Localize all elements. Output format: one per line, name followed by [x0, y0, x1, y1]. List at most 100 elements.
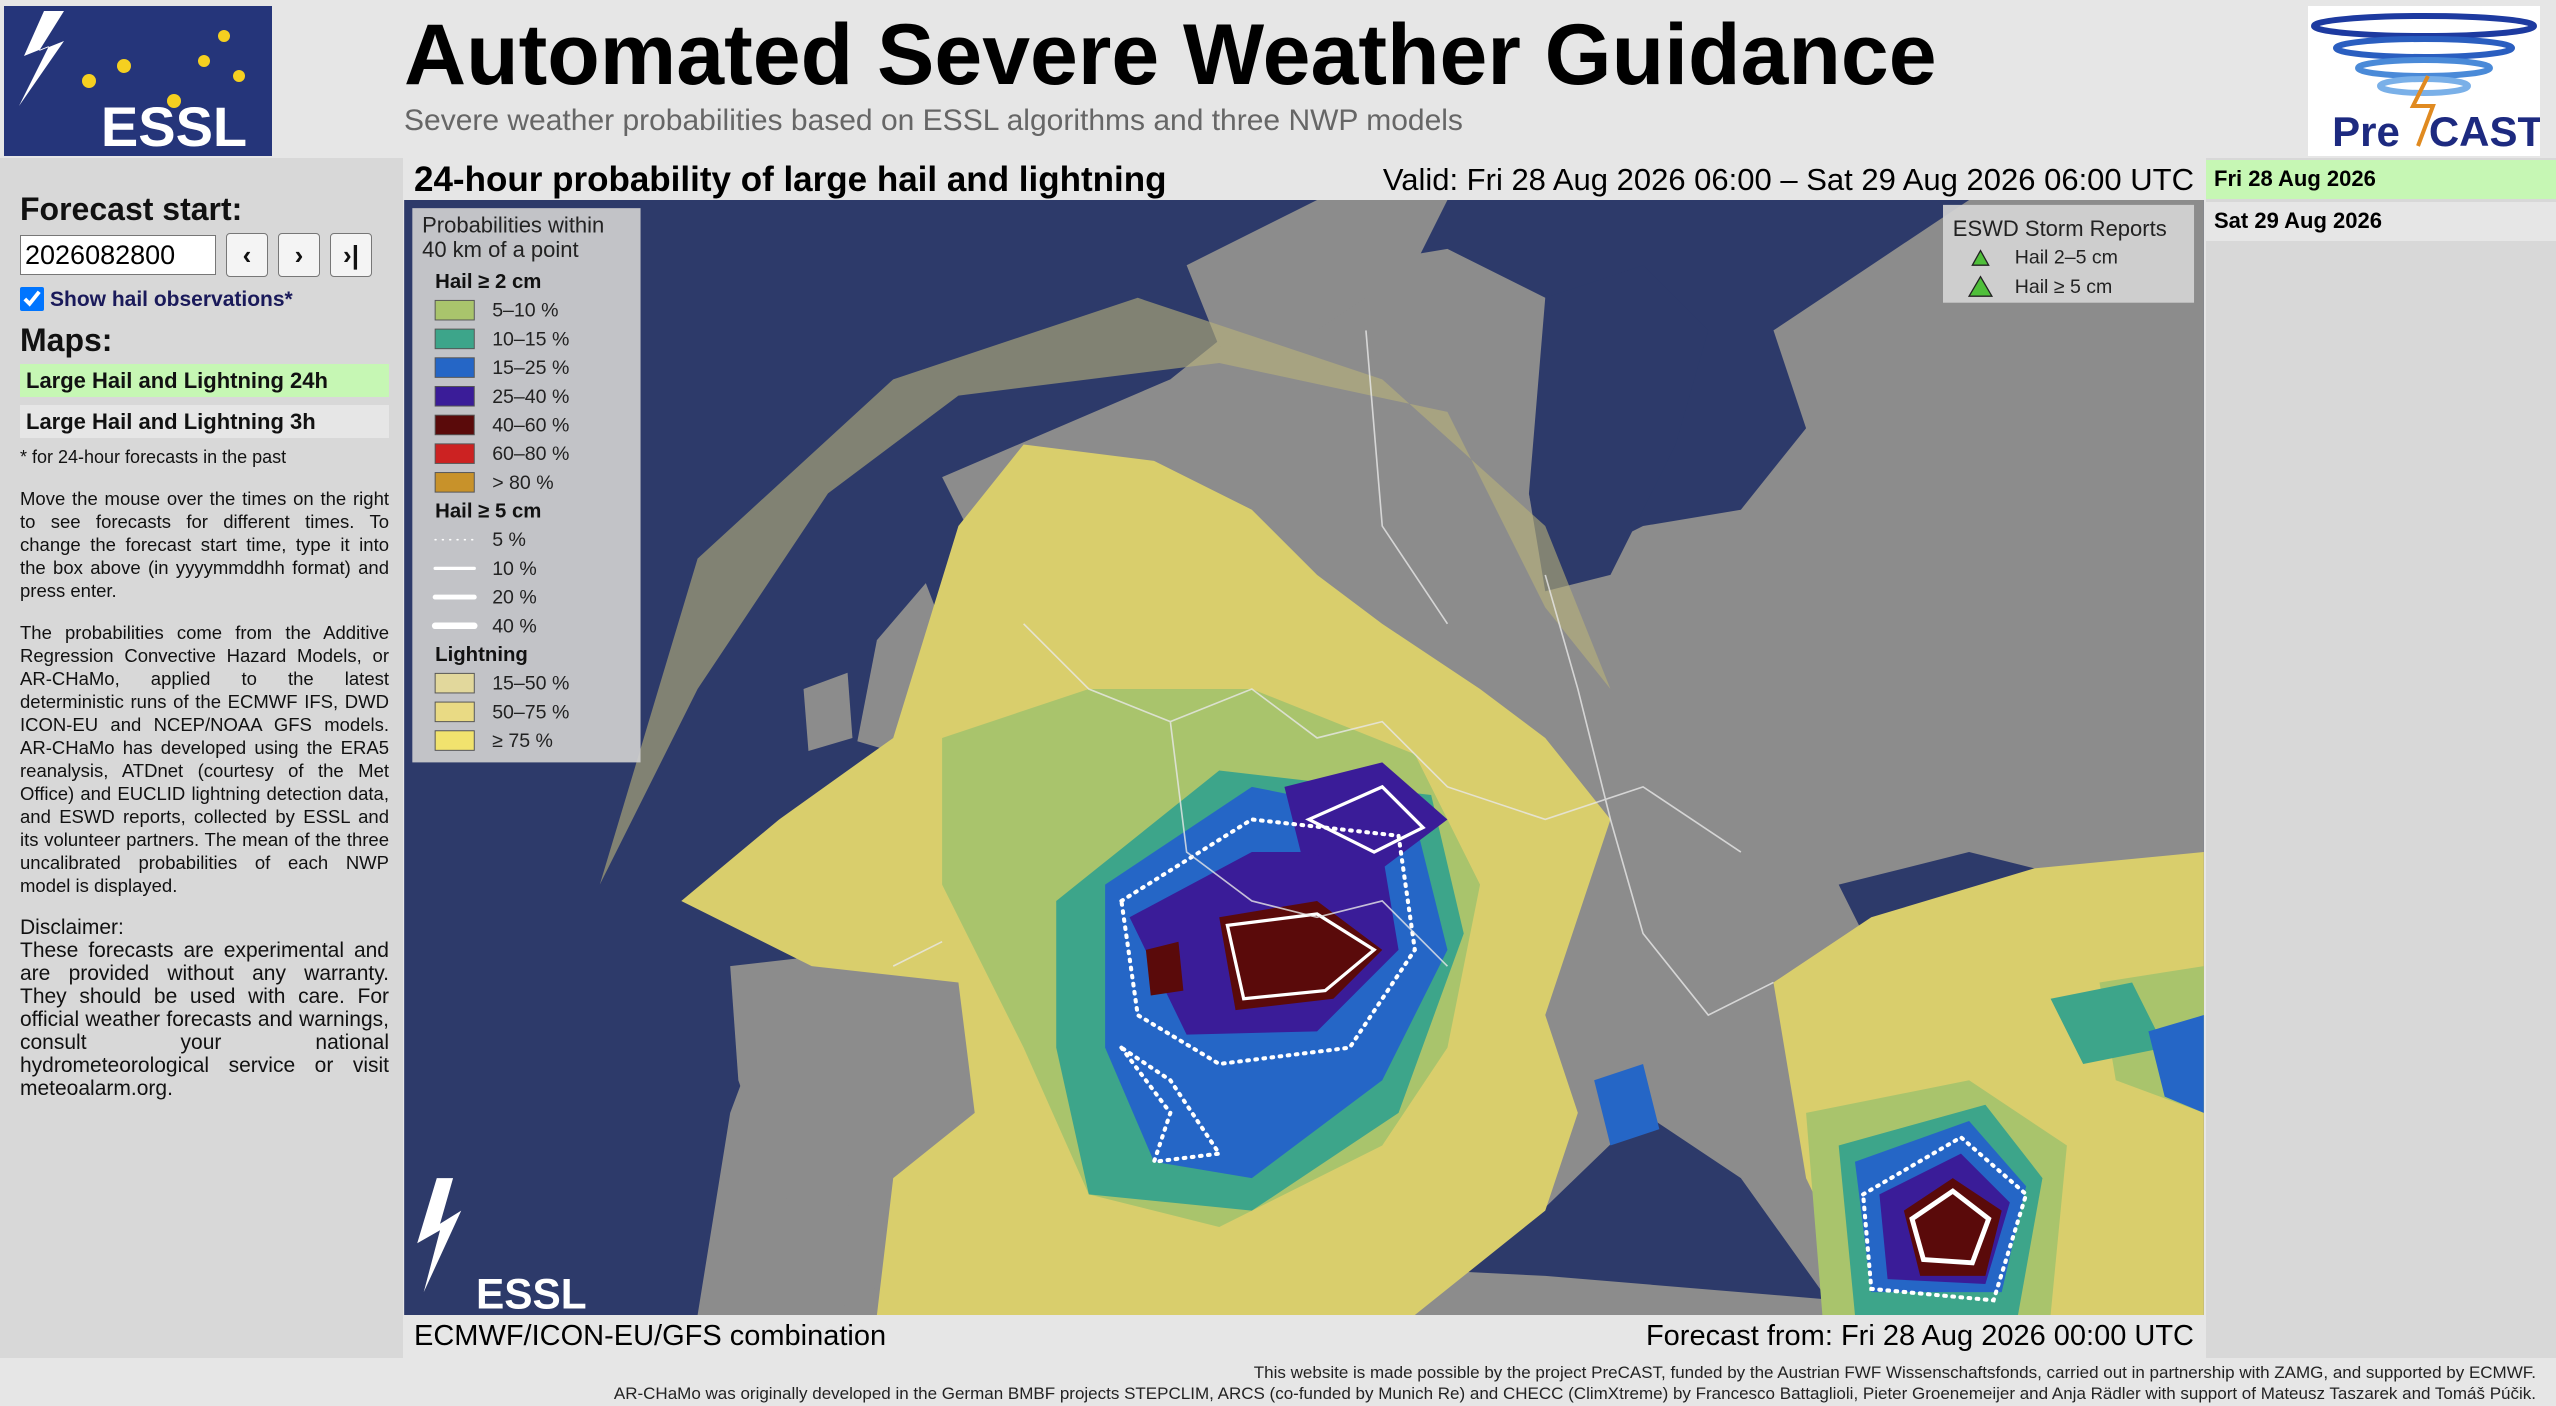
- next-button[interactable]: ›: [278, 233, 320, 277]
- logo-text: CAST: [2429, 108, 2540, 155]
- text: This website is made possible by the pro…: [1253, 1363, 1778, 1382]
- hail-5cm-contours: [1119, 784, 2029, 1303]
- legend-label: 60–80 %: [492, 443, 569, 465]
- legend-label: 5–10 %: [492, 300, 558, 322]
- rings: [2311, 13, 2537, 96]
- legend-heading: Hail ≥ 5 cm: [435, 501, 541, 523]
- legend-title: ESWD Storm Reports: [1953, 216, 2167, 241]
- legend-swatch: [434, 443, 475, 464]
- legend-label: 10–15 %: [492, 328, 569, 350]
- subtitle-text: Severe weather probabilities based on: [404, 104, 923, 137]
- map: ESWD Storm Reports Hail 2–5 cm Hail ≥ 5 …: [404, 200, 2204, 1315]
- legend-label: 40 %: [492, 615, 537, 637]
- fwf-link[interactable]: Austrian FWF Wissenschaftsfonds: [1777, 1363, 2038, 1382]
- prev-button[interactable]: ‹: [226, 233, 268, 277]
- logo-text: ESSL: [101, 95, 247, 156]
- checkbox-label: Show hail observations*: [50, 287, 293, 311]
- legend-swatch: [434, 730, 475, 751]
- ecmwf-link[interactable]: ECMWF: [2468, 1363, 2532, 1382]
- subtitle: Severe weather probabilities based on ES…: [404, 104, 1463, 138]
- legend-label: 50–75 %: [492, 701, 569, 723]
- paragraph: The probabilities come from the Additive…: [20, 621, 389, 897]
- legend-swatch: [434, 472, 475, 493]
- map-footer: ECMWF/ICON-EU/GFS combination Forecast f…: [404, 1315, 2204, 1358]
- maps-heading: Maps:: [20, 322, 113, 358]
- page-title: Automated Severe Weather Guidance: [404, 7, 1937, 103]
- legend-swatch: [434, 357, 475, 378]
- legend-swatch: [434, 299, 475, 321]
- legend-swatch: [434, 701, 475, 723]
- legend-heading: Hail ≥ 2 cm: [435, 271, 541, 293]
- subtitle-text: algorithms and three NWP models: [998, 104, 1463, 137]
- footer-line: This website is made possible by the pro…: [1254, 1363, 2536, 1383]
- text: , collected by ESSL and its volunteer pa…: [20, 806, 389, 896]
- stars: [82, 30, 245, 108]
- disclaimer: These forecasts are experimental and are…: [20, 939, 389, 1100]
- bolt: [2409, 75, 2436, 147]
- precast-logo[interactable]: Pre CAST: [2308, 6, 2544, 156]
- legend-label: 15–25 %: [492, 357, 569, 379]
- checkbox[interactable]: [20, 287, 44, 311]
- legend-label: Hail 2–5 cm: [2015, 247, 2118, 269]
- storm-legend: ESWD Storm Reports Hail 2–5 cm Hail ≥ 5 …: [1943, 204, 2195, 303]
- latest-button[interactable]: ›|: [330, 233, 372, 277]
- map-item[interactable]: Large Hail and Lightning 24h: [20, 364, 389, 397]
- disclaimer-heading: Disclaimer:: [20, 916, 124, 939]
- meteoalarm-link[interactable]: meteoalarm.org: [20, 1077, 168, 1100]
- map-title: 24-hour probability of large hail and li…: [414, 160, 1167, 199]
- text: These forecasts are experimental and are…: [20, 939, 389, 1077]
- watermark-bolt: [417, 1178, 462, 1293]
- hail-obs-toggle[interactable]: Show hail observations*: [20, 287, 389, 311]
- logo-graphic: ESSL: [19, 11, 247, 158]
- legend-swatch: [434, 385, 475, 407]
- zamg-link[interactable]: ZAMG: [2274, 1363, 2324, 1382]
- text: .: [2531, 1363, 2536, 1382]
- eswd-link[interactable]: ESWD reports: [59, 806, 181, 827]
- text: .: [167, 1077, 173, 1100]
- footer-line: AR-CHaMo was originally developed in the…: [613, 1384, 2536, 1403]
- hail-icon: [1967, 275, 1994, 297]
- map-header: 24-hour probability of large hail and li…: [404, 158, 2204, 200]
- hail-icon: [1971, 249, 1990, 266]
- lightning: [19, 11, 64, 106]
- legend-swatch: [434, 672, 475, 694]
- text: The probabilities come from the Additive…: [20, 622, 389, 827]
- legend-label: 20 %: [492, 587, 537, 609]
- essl-link[interactable]: ESSL: [922, 104, 999, 137]
- time-list: Fri 28 Aug 2026 Sat 29 Aug 2026: [2206, 158, 2556, 1358]
- legend-swatch: [434, 328, 475, 350]
- legend-title: Probabilities within: [422, 213, 604, 238]
- legend-label: > 80 %: [492, 472, 553, 494]
- legend-heading: Lightning: [435, 644, 528, 666]
- borders: [892, 330, 1774, 1017]
- legend-label: ≥ 75 %: [492, 730, 553, 752]
- note: * for 24-hour forecasts in the past: [20, 447, 287, 467]
- forecast-from: Forecast from: Fri 28 Aug 2026 00:00 UTC: [1645, 1320, 2194, 1352]
- legend-swatch: [434, 414, 475, 436]
- valid-time: Valid: Fri 28 Aug 2026 06:00 – Sat 29 Au…: [1382, 162, 2194, 197]
- time-item[interactable]: Sat 29 Aug 2026: [2206, 202, 2556, 241]
- legend-label: 10 %: [492, 558, 537, 580]
- logo-graphic: Pre CAST: [2311, 13, 2544, 155]
- forecast-label: Forecast start:: [20, 191, 243, 227]
- legend-label: 5 %: [492, 529, 526, 551]
- forecast-input[interactable]: [20, 235, 216, 275]
- legend-label: 15–50 %: [492, 673, 569, 695]
- paragraph: Move the mouse over the times on the rig…: [20, 488, 389, 601]
- watermark: ESSL: [476, 1270, 587, 1315]
- text: , carried out in partnership with: [2037, 1363, 2275, 1382]
- legend-label: 40–60 %: [492, 414, 569, 436]
- legend-label: Hail ≥ 5 cm: [2015, 276, 2113, 298]
- map-item[interactable]: Large Hail and Lightning 3h: [20, 405, 389, 438]
- text: , and supported by: [2323, 1363, 2469, 1382]
- legend-label: 25–40 %: [492, 386, 569, 408]
- sidebar: Forecast start: ‹ › ›| Show hail observa…: [0, 158, 403, 1358]
- essl-logo[interactable]: ESSL: [4, 6, 272, 158]
- logo-text: Pre: [2332, 108, 2400, 155]
- model-label: ECMWF/ICON-EU/GFS combination: [414, 1320, 887, 1352]
- time-item[interactable]: Fri 28 Aug 2026: [2206, 160, 2556, 199]
- controls: ‹ › ›|: [20, 233, 389, 277]
- legend-title: 40 km of a point: [422, 237, 579, 262]
